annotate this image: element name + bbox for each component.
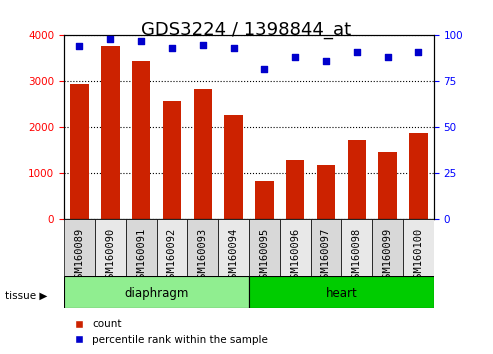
Text: diaphragm: diaphragm	[124, 287, 189, 300]
Bar	[409, 132, 427, 219]
Bar	[70, 84, 89, 219]
Text: GSM160094: GSM160094	[229, 228, 239, 284]
Text: GSM160097: GSM160097	[321, 228, 331, 284]
FancyBboxPatch shape	[341, 219, 372, 276]
FancyBboxPatch shape	[64, 276, 249, 308]
Bar	[255, 181, 274, 219]
Text: GSM160095: GSM160095	[259, 228, 269, 284]
FancyBboxPatch shape	[126, 219, 157, 276]
Bar	[224, 115, 243, 219]
Point	[322, 58, 330, 64]
Text: GSM160099: GSM160099	[383, 228, 392, 284]
FancyBboxPatch shape	[372, 219, 403, 276]
Text: GSM160090: GSM160090	[106, 228, 115, 284]
Legend: count, percentile rank within the sample: count, percentile rank within the sample	[65, 315, 273, 349]
Text: GSM160092: GSM160092	[167, 228, 177, 284]
Text: GSM160096: GSM160096	[290, 228, 300, 284]
Point	[384, 55, 391, 60]
Point	[137, 38, 145, 44]
FancyBboxPatch shape	[249, 219, 280, 276]
Point	[260, 66, 268, 72]
Point	[168, 45, 176, 51]
Bar	[193, 89, 212, 219]
Bar	[348, 140, 366, 219]
Bar	[132, 61, 150, 219]
Point	[415, 49, 423, 55]
Point	[230, 45, 238, 51]
Text: GSM160091: GSM160091	[136, 228, 146, 284]
FancyBboxPatch shape	[157, 219, 187, 276]
Point	[353, 49, 361, 55]
Bar	[378, 152, 397, 219]
Point	[199, 42, 207, 47]
FancyBboxPatch shape	[403, 219, 434, 276]
Text: heart: heart	[325, 287, 357, 300]
FancyBboxPatch shape	[95, 219, 126, 276]
FancyBboxPatch shape	[249, 276, 434, 308]
Point	[75, 44, 83, 49]
Text: GDS3224 / 1398844_at: GDS3224 / 1398844_at	[141, 21, 352, 39]
Point	[291, 55, 299, 60]
FancyBboxPatch shape	[218, 219, 249, 276]
Text: GSM160098: GSM160098	[352, 228, 362, 284]
Bar	[163, 101, 181, 219]
Text: GSM160100: GSM160100	[414, 228, 423, 284]
FancyBboxPatch shape	[64, 219, 95, 276]
Text: GSM160093: GSM160093	[198, 228, 208, 284]
FancyBboxPatch shape	[280, 219, 311, 276]
FancyBboxPatch shape	[311, 219, 341, 276]
Point	[106, 36, 114, 42]
Bar	[286, 160, 305, 219]
Text: tissue ▶: tissue ▶	[5, 291, 47, 301]
Bar	[317, 165, 335, 219]
Bar	[101, 46, 119, 219]
FancyBboxPatch shape	[187, 219, 218, 276]
Text: GSM160089: GSM160089	[74, 228, 84, 284]
